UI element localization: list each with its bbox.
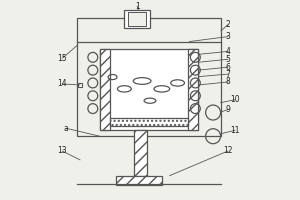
- Text: 4: 4: [226, 47, 230, 56]
- Text: 13: 13: [57, 146, 67, 155]
- Text: 2: 2: [226, 20, 230, 29]
- Text: 1: 1: [135, 2, 140, 11]
- Bar: [77, 18, 221, 136]
- Bar: [100, 49, 198, 130]
- Text: 14: 14: [57, 79, 67, 88]
- Text: 8: 8: [226, 77, 230, 86]
- Bar: [124, 10, 150, 28]
- Bar: [188, 49, 198, 130]
- Text: 9: 9: [226, 105, 230, 114]
- Text: a: a: [64, 124, 69, 133]
- Bar: [128, 12, 146, 26]
- Text: 11: 11: [230, 126, 239, 135]
- Bar: [100, 49, 110, 130]
- Bar: [78, 83, 82, 87]
- Text: 5: 5: [226, 55, 230, 64]
- Text: 10: 10: [230, 95, 240, 104]
- Bar: [134, 130, 147, 176]
- Bar: [110, 118, 188, 126]
- Text: 15: 15: [57, 54, 67, 63]
- Text: 12: 12: [223, 146, 232, 155]
- Text: 3: 3: [226, 32, 230, 41]
- Text: 6: 6: [226, 63, 230, 72]
- Text: 7: 7: [226, 70, 230, 79]
- Bar: [116, 176, 162, 185]
